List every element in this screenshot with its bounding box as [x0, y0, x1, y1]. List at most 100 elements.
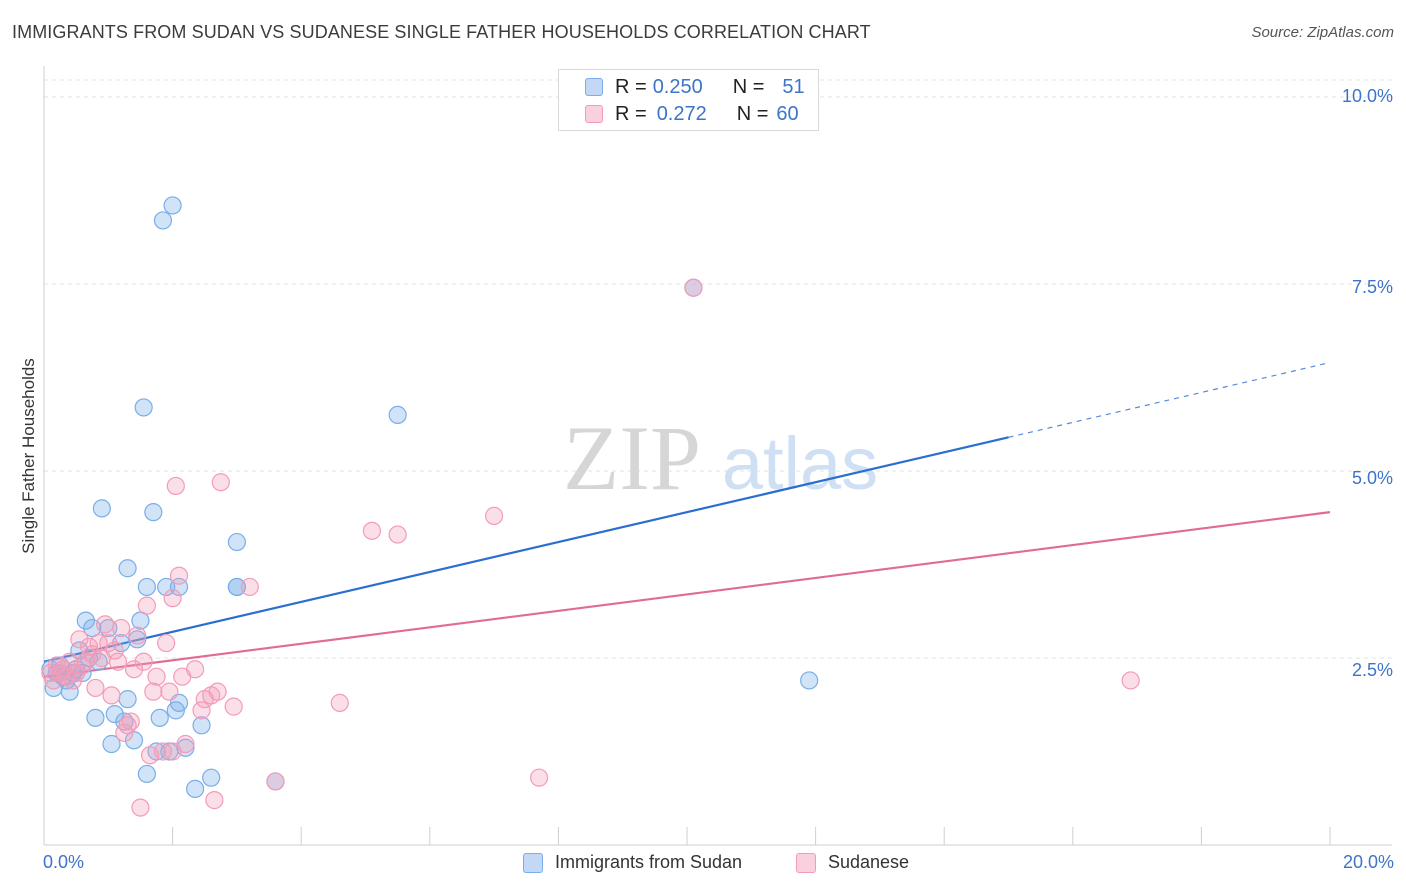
data-point-sudan	[137, 577, 156, 597]
bottom-legend-sudan: Immigrants from Sudan	[523, 852, 742, 873]
data-points	[41, 196, 1140, 817]
data-point-sudanese	[99, 633, 118, 653]
data-point-sudanese	[128, 626, 147, 645]
legend-r-label: R =	[615, 75, 647, 98]
data-point-sudan	[118, 559, 137, 578]
data-point-sudan	[800, 671, 819, 690]
data-point-sudanese	[485, 506, 504, 525]
gridlines	[44, 79, 1392, 659]
x-tick-max: 20.0%	[1342, 852, 1394, 872]
data-point-sudanese	[134, 652, 153, 671]
data-point-sudanese	[102, 686, 121, 705]
data-point-sudanese	[89, 633, 108, 653]
source-credit: Source: ZipAtlas.com	[1251, 24, 1394, 41]
data-point-sudanese	[124, 660, 144, 679]
data-point-sudanese	[160, 682, 179, 701]
data-point-sudan	[157, 577, 176, 597]
data-point-sudanese	[186, 660, 205, 679]
data-point-sudanese	[157, 633, 176, 653]
data-point-sudan	[105, 704, 124, 724]
data-point-sudan	[227, 577, 246, 597]
data-point-sudanese	[147, 667, 166, 686]
bottom-legend-sudanese: Sudanese	[796, 852, 909, 873]
trend-line-sudanese	[43, 511, 1331, 678]
y-tick-7-5: 7.5%	[1351, 277, 1393, 297]
data-point-sudan	[86, 708, 105, 727]
data-point-sudan	[76, 611, 95, 630]
data-point-sudanese	[105, 641, 124, 660]
data-point-sudanese	[330, 693, 349, 712]
data-point-sudanese	[112, 618, 131, 638]
legend-n-value: 51	[782, 75, 805, 98]
legend-swatch-sudanese	[585, 105, 603, 123]
trend-lines	[43, 361, 1331, 678]
data-point-sudanese	[163, 742, 182, 761]
legend-n-label: N =	[736, 102, 769, 125]
bottom-legend-label-sudan: Immigrants from Sudan	[555, 852, 743, 872]
data-point-sudanese	[192, 701, 211, 720]
legend-n-label: N =	[732, 75, 765, 98]
data-point-sudan	[137, 764, 156, 784]
data-point-sudan	[92, 499, 111, 518]
data-point-sudanese	[121, 712, 140, 731]
y-tick-5: 5.0%	[1351, 468, 1393, 488]
x-tick-min: 0.0%	[43, 852, 85, 872]
data-point-sudanese	[86, 678, 105, 698]
data-point-sudan	[118, 690, 137, 709]
legend-r-value: 0.272	[656, 102, 707, 125]
data-point-sudanese	[530, 768, 549, 787]
watermark: ZIP atlas	[563, 407, 878, 509]
legend-row-sudan: R = 0.250 N = 51	[585, 75, 805, 99]
data-point-sudan	[131, 611, 150, 630]
trend-line-extension	[1008, 361, 1331, 438]
data-point-sudan	[153, 211, 173, 230]
axes	[43, 66, 1392, 846]
data-point-sudanese	[684, 278, 703, 297]
data-point-sudanese	[388, 525, 407, 544]
data-point-sudanese	[95, 615, 115, 634]
data-point-sudan	[163, 196, 182, 215]
data-point-sudanese	[208, 682, 227, 701]
data-point-sudanese	[169, 566, 189, 585]
data-point-sudanese	[137, 596, 156, 615]
data-point-sudanese	[108, 652, 128, 671]
trend-line-sudan	[43, 436, 1009, 663]
legend-swatch-sudan	[585, 78, 603, 96]
data-point-sudan	[186, 779, 205, 799]
data-point-sudan	[102, 734, 121, 754]
data-point-sudanese	[153, 742, 173, 761]
y-tick-10: 10.0%	[1341, 86, 1393, 106]
y-tick-2-5: 2.5%	[1351, 660, 1393, 680]
data-point-sudanese	[211, 473, 230, 492]
bottom-legend-swatch-sudan	[523, 852, 543, 873]
data-point-sudanese	[224, 697, 243, 716]
chart-title: IMMIGRANTS FROM SUDAN VS SUDANESE SINGLE…	[12, 22, 871, 42]
data-point-sudan	[124, 731, 144, 750]
legend: R = 0.250 N = 51 R = 0.272 N = 60	[558, 69, 819, 131]
data-point-sudanese	[205, 791, 224, 810]
data-point-sudan	[227, 532, 246, 552]
legend-r-value: 0.250	[652, 75, 703, 98]
legend-row-sudanese: R = 0.272 N = 60	[585, 102, 799, 126]
data-point-sudan	[388, 405, 407, 424]
data-point-sudanese	[362, 521, 382, 540]
bottom-legend-swatch-sudanese	[796, 852, 816, 873]
legend-n-value: 60	[776, 102, 799, 125]
data-point-sudanese	[83, 645, 102, 664]
data-point-sudan	[202, 768, 221, 787]
data-point-sudan	[150, 708, 169, 727]
data-point-sudan	[144, 503, 163, 522]
data-point-sudan	[60, 682, 79, 701]
data-point-sudanese	[166, 476, 185, 496]
data-point-sudanese	[1121, 671, 1140, 690]
data-point-sudanese	[240, 577, 259, 597]
watermark-atlas: atlas	[722, 422, 878, 505]
data-point-sudanese	[131, 798, 150, 817]
data-point-sudan	[134, 398, 153, 417]
data-point-sudanese	[266, 772, 285, 791]
data-point-sudanese	[144, 682, 163, 701]
watermark-zip: ZIP	[563, 407, 701, 509]
data-point-sudan	[192, 716, 211, 735]
data-point-sudanese	[163, 589, 182, 608]
